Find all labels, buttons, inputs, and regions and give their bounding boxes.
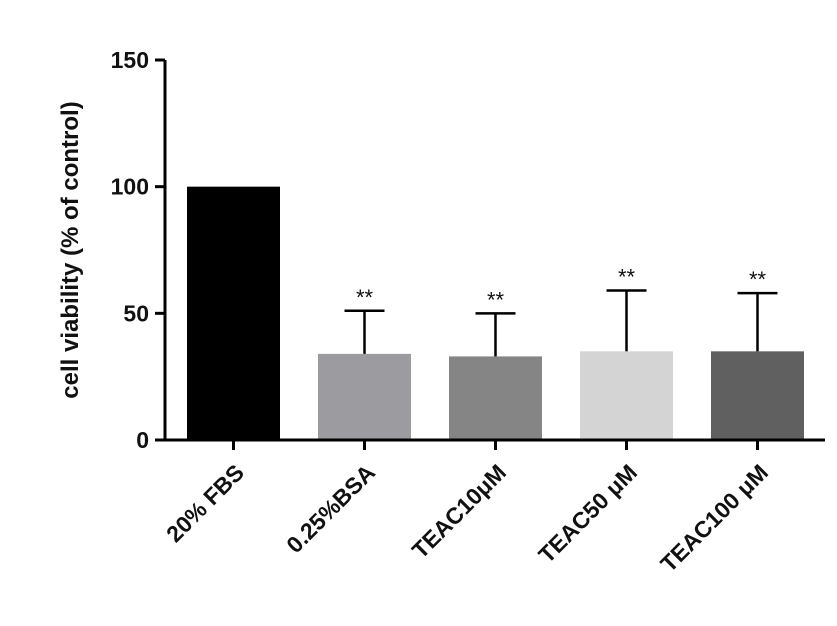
bar (318, 353, 411, 440)
y-axis-title: cell viability (% of control) (57, 101, 84, 398)
y-tick-label: 100 (111, 174, 149, 200)
significance-label: ** (749, 267, 767, 292)
x-category-label: TEAC50 μM (533, 459, 642, 568)
x-category-label: TEAC10μM (407, 459, 511, 563)
bar (711, 351, 804, 440)
x-category-label: 0.25%BSA (281, 459, 380, 558)
significance-label: ** (356, 285, 374, 310)
y-tick-label: 150 (111, 47, 149, 73)
bar (187, 186, 280, 440)
x-category-label: 20% FBS (161, 459, 249, 547)
bar (580, 351, 673, 440)
y-tick-label: 50 (123, 300, 149, 326)
bar (449, 356, 542, 440)
bars: ** ** ** ** (187, 186, 804, 440)
significance-label: ** (618, 265, 636, 290)
y-axis: 0 50 100 150 (111, 47, 167, 453)
x-category-label: TEAC100 μM (655, 459, 773, 577)
significance-label: ** (487, 287, 505, 312)
y-tick-label: 0 (136, 427, 149, 453)
x-axis: 20% FBS 0.25%BSA TEAC10μM TEAC50 μM TEAC100 … (161, 438, 825, 577)
